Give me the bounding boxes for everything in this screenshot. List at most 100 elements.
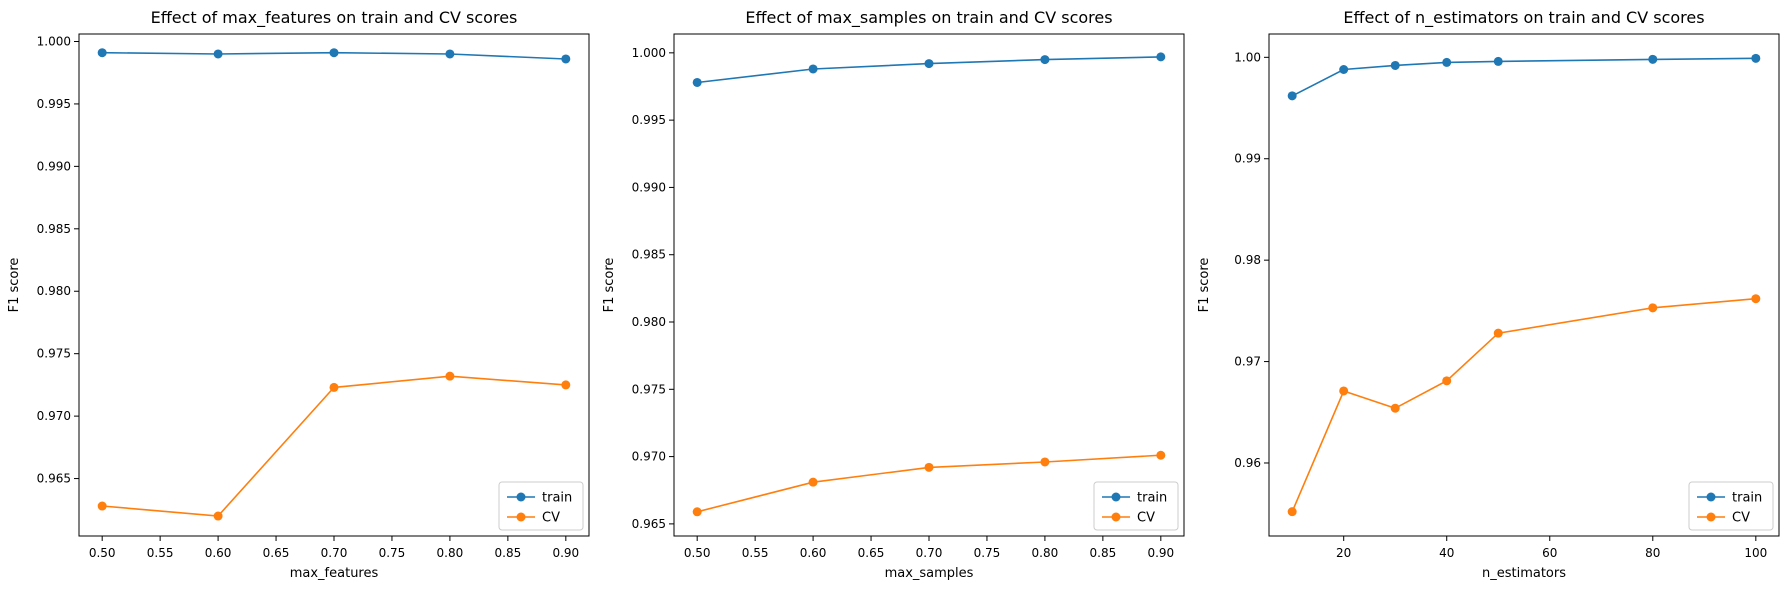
plot-frame: [673, 33, 1185, 537]
x-tick-label: 0.85: [1090, 546, 1117, 560]
y-tick-label: 0.970: [632, 450, 666, 464]
y-tick-label: 1.00: [1234, 50, 1261, 64]
chart-panel-3: Effect of n_estimators on train and CV s…: [1197, 8, 1780, 581]
data-point-cv: [924, 462, 934, 472]
x-tick-label: 0.50: [89, 546, 116, 560]
data-point-train: [1493, 56, 1503, 66]
x-tick-label: 40: [1439, 546, 1454, 560]
y-tick-label: 0.98: [1234, 253, 1261, 267]
legend-box: [498, 481, 584, 531]
y-axis-label: F1 score: [602, 258, 617, 313]
data-point-cv: [1493, 328, 1503, 338]
x-tick-label: 0.85: [495, 546, 522, 560]
x-tick-label: 0.80: [1032, 546, 1059, 560]
data-point-train: [97, 48, 107, 58]
legend-box: [1688, 481, 1774, 531]
legend-label-cv: CV: [1137, 511, 1155, 526]
data-point-train: [1040, 55, 1050, 65]
x-tick-label: 0.75: [379, 546, 406, 560]
series-line-cv: [102, 375, 566, 517]
x-tick-label: 0.70: [916, 546, 943, 560]
data-point-cv: [329, 382, 339, 392]
data-point-cv: [1751, 294, 1761, 304]
legend-label-cv: CV: [542, 511, 560, 526]
x-tick-label: 0.55: [742, 546, 769, 560]
data-point-cv: [1156, 450, 1166, 460]
y-tick-label: 0.985: [632, 248, 666, 262]
legend-marker-cv: [1111, 512, 1121, 522]
data-point-train: [329, 48, 339, 58]
x-tick-label: 0.90: [1147, 546, 1174, 560]
y-tick-label: 0.965: [37, 472, 71, 486]
chart-panel-2: Effect of max_samples on train and CV sc…: [602, 8, 1185, 581]
data-point-cv: [97, 501, 107, 511]
y-tick-label: 0.980: [37, 284, 71, 298]
data-point-train: [561, 54, 571, 64]
y-axis-label: F1 score: [1197, 258, 1212, 313]
y-tick-label: 1.000: [37, 34, 71, 48]
legend-label-train: train: [1732, 491, 1762, 506]
data-point-cv: [808, 477, 818, 487]
data-point-train: [1339, 64, 1349, 74]
y-tick-label: 1.000: [632, 46, 666, 60]
legend-marker-cv: [1706, 512, 1716, 522]
x-tick-label: 60: [1542, 546, 1557, 560]
y-tick-label: 0.985: [37, 222, 71, 236]
plot-frame: [1268, 33, 1780, 537]
x-tick-label: 0.65: [858, 546, 885, 560]
data-point-cv: [1040, 457, 1050, 467]
y-tick-label: 0.975: [632, 382, 666, 396]
data-point-cv: [1390, 403, 1400, 413]
data-point-cv: [213, 511, 223, 521]
legend-box: [1093, 481, 1179, 531]
y-tick-label: 0.97: [1234, 355, 1261, 369]
x-tick-label: 100: [1744, 546, 1767, 560]
data-point-cv: [692, 507, 702, 517]
data-point-train: [213, 49, 223, 59]
y-tick-label: 0.965: [632, 517, 666, 531]
x-tick-label: 0.80: [437, 546, 464, 560]
plot-frame: [78, 33, 590, 537]
y-tick-label: 0.99: [1234, 152, 1261, 166]
data-point-train: [1442, 57, 1452, 67]
x-tick-label: 0.70: [321, 546, 348, 560]
y-axis-label: F1 score: [7, 258, 22, 313]
y-tick-label: 0.96: [1234, 456, 1261, 470]
legend-label-train: train: [542, 491, 572, 506]
x-tick-label: 0.50: [684, 546, 711, 560]
legend-marker-train: [1706, 492, 1716, 502]
y-tick-label: 0.970: [37, 409, 71, 423]
data-point-cv: [1339, 386, 1349, 396]
chart-panel-1: Effect of max_features on train and CV s…: [7, 8, 590, 581]
legend-label-train: train: [1137, 491, 1167, 506]
data-point-cv: [1287, 507, 1297, 517]
data-point-train: [1390, 60, 1400, 70]
y-tick-label: 0.995: [37, 97, 71, 111]
series-line-train: [1291, 57, 1756, 97]
data-point-cv: [445, 371, 455, 381]
x-tick-label: 0.75: [974, 546, 1001, 560]
x-tick-label: 0.65: [263, 546, 290, 560]
legend-label-cv: CV: [1732, 511, 1750, 526]
data-point-train: [808, 64, 818, 74]
y-tick-label: 0.990: [37, 159, 71, 173]
legend-marker-train: [1111, 492, 1121, 502]
y-tick-label: 0.980: [632, 315, 666, 329]
data-point-cv: [561, 380, 571, 390]
legend: train CV: [1688, 481, 1774, 531]
x-tick-label: 20: [1336, 546, 1351, 560]
x-tick-label: 0.90: [552, 546, 579, 560]
x-axis-label: max_features: [290, 566, 379, 581]
y-tick-label: 0.995: [632, 113, 666, 127]
chart-title: Effect of n_estimators on train and CV s…: [1343, 8, 1704, 28]
legend: train CV: [498, 481, 584, 531]
x-axis-label: max_samples: [885, 566, 974, 581]
x-axis-label: n_estimators: [1482, 566, 1566, 581]
data-point-train: [1648, 54, 1658, 64]
data-point-train: [1751, 53, 1761, 63]
x-tick-label: 0.60: [800, 546, 827, 560]
data-point-train: [924, 59, 934, 69]
chart-title: Effect of max_samples on train and CV sc…: [745, 8, 1112, 28]
data-point-train: [445, 49, 455, 59]
